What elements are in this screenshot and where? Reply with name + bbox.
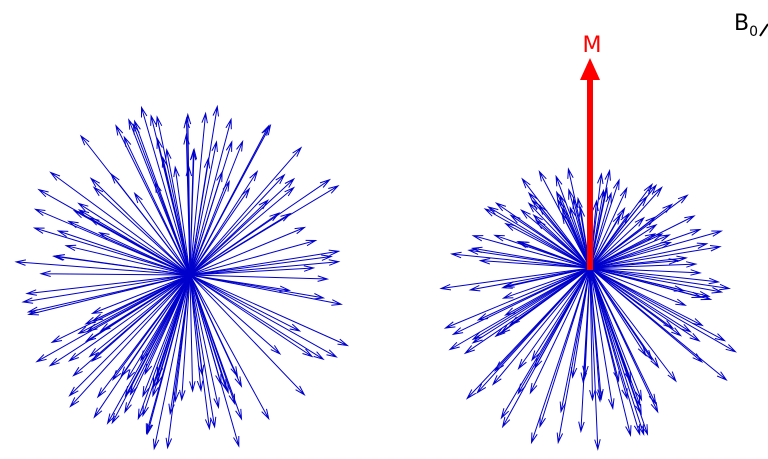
spin-arrow (190, 275, 347, 346)
field-symbol: B (734, 11, 749, 36)
spin-arrow (35, 228, 190, 275)
field-arrow (760, 24, 768, 36)
magnetization-arrow-head (580, 58, 600, 80)
spin-arrow (94, 187, 190, 275)
spin-arrow (190, 214, 290, 275)
figure: M B0 (0, 0, 768, 459)
spin-arrow (190, 188, 294, 275)
spin-arrow (590, 246, 720, 269)
spin-arrow (590, 268, 735, 352)
spin-arrow (450, 268, 590, 350)
spin-arrow (54, 255, 190, 275)
spin-arrow (190, 275, 242, 419)
spin-arrow (590, 268, 646, 355)
random-spins (16, 107, 347, 449)
spin-arrow (151, 116, 190, 275)
magnetization-label: M (583, 33, 602, 58)
field-label: B0 (734, 11, 758, 40)
net-magnetization: M (580, 33, 601, 270)
spin-arrow (69, 275, 190, 361)
field-subscript: 0 (749, 24, 758, 40)
